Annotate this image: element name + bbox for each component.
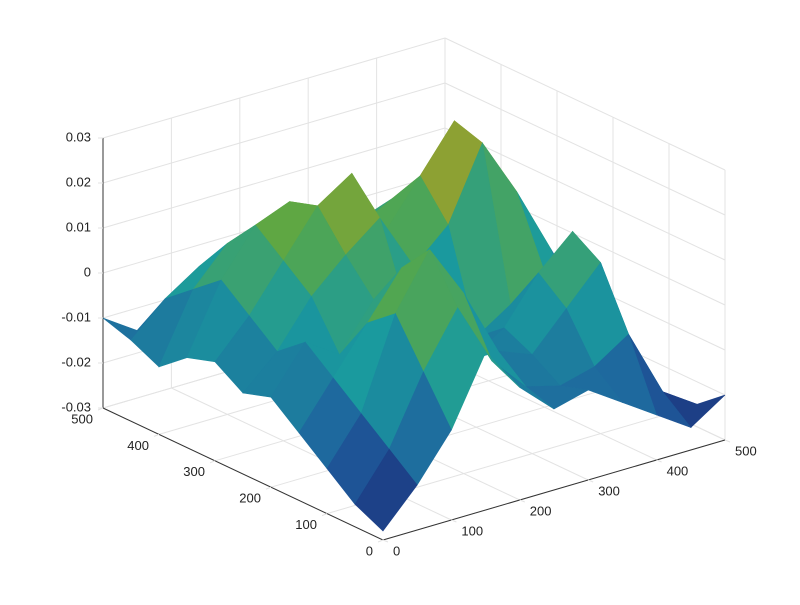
x-tick <box>519 499 525 503</box>
y-tick-label: 0 <box>366 543 373 558</box>
y-tick <box>321 513 328 517</box>
z-tick-label: 0.01 <box>66 219 91 234</box>
z-tick-label: 0.03 <box>66 129 91 144</box>
z-tick-label: -0.02 <box>61 354 91 369</box>
grid-line <box>102 127 446 229</box>
grid-line <box>444 82 726 216</box>
y-tick-label: 500 <box>71 411 93 426</box>
grid-line <box>444 127 726 261</box>
x-tick <box>382 539 389 543</box>
x-tick-label: 100 <box>461 523 483 538</box>
axis-line <box>382 439 726 541</box>
z-tick-label: -0.03 <box>61 399 91 414</box>
x-tick <box>656 459 662 463</box>
grid-line <box>102 37 446 139</box>
surface-patch <box>354 448 418 532</box>
x-tick <box>451 519 457 523</box>
x-tick-label: 300 <box>598 483 620 498</box>
x-tick <box>588 479 594 483</box>
y-tick <box>377 539 384 543</box>
grid-line <box>444 37 726 171</box>
grid-line <box>102 82 446 184</box>
y-tick-label: 300 <box>183 464 205 479</box>
y-tick-label: 400 <box>127 438 149 453</box>
z-tick-label: 0.02 <box>66 174 91 189</box>
y-tick <box>209 460 216 464</box>
y-tick <box>153 433 160 437</box>
y-tick-label: 200 <box>239 491 261 506</box>
axis-line <box>102 407 384 541</box>
x-tick-label: 400 <box>667 463 689 478</box>
x-tick-label: 0 <box>393 543 400 558</box>
z-tick-label: 0 <box>84 264 91 279</box>
y-tick-label: 100 <box>295 517 317 532</box>
y-tick <box>265 486 272 490</box>
x-tick <box>724 439 731 443</box>
z-tick-label: -0.01 <box>61 309 91 324</box>
x-tick-label: 500 <box>735 443 757 458</box>
x-tick-label: 200 <box>530 503 552 518</box>
